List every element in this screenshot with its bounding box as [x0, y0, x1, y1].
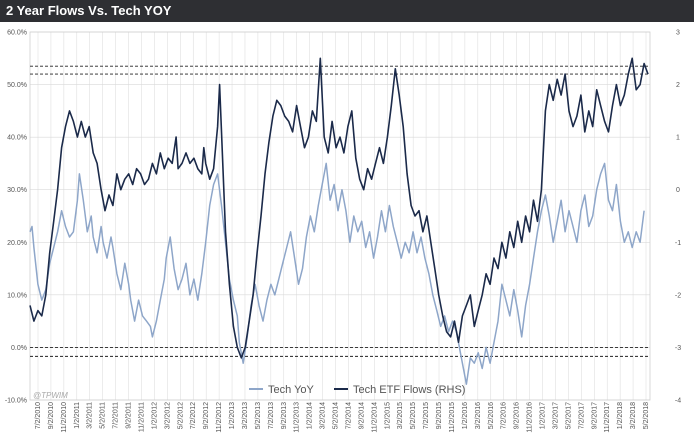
- y-right-tick-label: -1: [675, 240, 681, 247]
- x-tick-label: 1/2/2011: [74, 402, 81, 429]
- y-right-tick-label: 2: [676, 82, 680, 89]
- x-tick-label: 1/2/2018: [617, 402, 624, 429]
- y-left-tick-label: 40.0%: [7, 135, 27, 142]
- x-tick-label: 3/2/2017: [552, 402, 559, 429]
- x-tick-label: 1/2/2014: [307, 402, 314, 429]
- y-right-tick-label: 3: [676, 30, 680, 37]
- x-tick-label: 1/2/2012: [151, 402, 158, 429]
- chart-area: -10.0% 0.0% 10.0% 20.0% 30.0% 40.0% 50.0% 60.0%…: [0, 22, 694, 440]
- gridlines: [29, 31, 651, 401]
- x-tick-label: 5/2/2014: [333, 402, 340, 429]
- watermark: @TPWIM: [33, 391, 68, 400]
- x-tick-label: 1/2/2017: [540, 402, 547, 429]
- x-tick-label: 9/2/2010: [48, 402, 55, 429]
- y-right-tick-label: -2: [675, 292, 681, 299]
- y-left-tick-label: 30.0%: [7, 187, 27, 194]
- x-tick-label: 11/2/2010: [61, 402, 68, 433]
- x-tick-label: 7/2/2010: [35, 402, 42, 429]
- x-tick-label: 9/2/2011: [126, 402, 133, 429]
- title-bar: 2 Year Flows Vs. Tech YOY: [0, 0, 694, 22]
- x-tick-label: 5/2/2017: [565, 402, 572, 429]
- legend: Tech YoY Tech ETF Flows (RHS): [249, 384, 465, 396]
- x-tick-label: 1/2/2013: [229, 402, 236, 429]
- x-tick-label: 3/2/2016: [475, 402, 482, 429]
- x-tick-label: 3/2/2011: [87, 402, 94, 429]
- reference-lines: [30, 65, 650, 357]
- x-axis: 7/2/2010 9/2/2010 11/2/2010 1/2/2011 3/2/201…: [35, 402, 650, 433]
- x-tick-label: 3/2/2014: [320, 402, 327, 429]
- x-tick-label: 11/2/2012: [216, 402, 223, 433]
- x-tick-label: 9/2/2017: [591, 402, 598, 429]
- x-tick-label: 11/2/2013: [294, 402, 301, 433]
- x-tick-label: 1/2/2015: [384, 402, 391, 429]
- y-right-tick-label: -3: [675, 345, 681, 352]
- y-left-tick-label: 0.0%: [11, 345, 27, 352]
- legend-label-tech-yoy: Tech YoY: [268, 384, 315, 396]
- x-tick-label: 7/2/2015: [423, 402, 430, 429]
- y-left-tick-label: 50.0%: [7, 82, 27, 89]
- x-tick-label: 9/2/2013: [281, 402, 288, 429]
- x-tick-label: 9/2/2016: [514, 402, 521, 429]
- x-tick-label: 5/2/2011: [100, 402, 107, 429]
- x-tick-label: 9/2/2014: [358, 402, 365, 429]
- x-tick-label: 9/2/2015: [436, 402, 443, 429]
- y-axis-left: -10.0% 0.0% 10.0% 20.0% 30.0% 40.0% 50.0% 60.0%: [5, 30, 27, 405]
- x-tick-label: 3/2/2013: [242, 402, 249, 429]
- x-tick-label: 11/2/2014: [371, 402, 378, 433]
- x-tick-label: 11/2/2015: [449, 402, 456, 433]
- x-tick-label: 5/2/2012: [177, 402, 184, 429]
- x-tick-label: 11/2/2016: [527, 402, 534, 433]
- y-right-tick-label: -4: [675, 398, 681, 405]
- series-lines: [29, 57, 649, 385]
- y-left-tick-label: 20.0%: [7, 240, 27, 247]
- x-tick-label: 9/2/2012: [203, 402, 210, 429]
- x-tick-label: 3/2/2018: [630, 402, 637, 429]
- x-tick-label: 7/2/2016: [501, 402, 508, 429]
- x-tick-label: 5/2/2013: [255, 402, 262, 429]
- chart-title: 2 Year Flows Vs. Tech YOY: [6, 3, 172, 18]
- x-tick-label: 3/2/2012: [164, 402, 171, 429]
- y-axis-right: -4 -3 -2 -1 0 1 2 3: [675, 30, 681, 405]
- y-right-tick-label: 0: [676, 187, 680, 194]
- x-tick-label: 3/2/2015: [397, 402, 404, 429]
- x-tick-label: 5/2/2018: [643, 402, 650, 429]
- x-tick-label: 7/2/2013: [268, 402, 275, 429]
- series-line-etf-flows: [29, 57, 649, 359]
- plot-frame: [29, 31, 651, 401]
- y-right-tick-label: 1: [676, 135, 680, 142]
- x-tick-label: 7/2/2012: [190, 402, 197, 429]
- series-line-tech-yoy: [29, 162, 645, 385]
- x-tick-label: 7/2/2014: [345, 402, 352, 429]
- x-tick-label: 11/2/2017: [604, 402, 611, 433]
- y-left-tick-label: 60.0%: [7, 30, 27, 37]
- x-tick-label: 5/2/2016: [488, 402, 495, 429]
- x-tick-label: 7/2/2017: [578, 402, 585, 429]
- legend-label-etf-flows: Tech ETF Flows (RHS): [353, 384, 465, 396]
- x-tick-label: 5/2/2015: [410, 402, 417, 429]
- x-tick-label: 7/2/2011: [113, 402, 120, 429]
- y-left-tick-label: 10.0%: [7, 292, 27, 299]
- x-tick-label: 1/2/2016: [462, 402, 469, 429]
- x-tick-label: 11/2/2011: [138, 402, 145, 432]
- y-left-tick-label: -10.0%: [5, 398, 27, 405]
